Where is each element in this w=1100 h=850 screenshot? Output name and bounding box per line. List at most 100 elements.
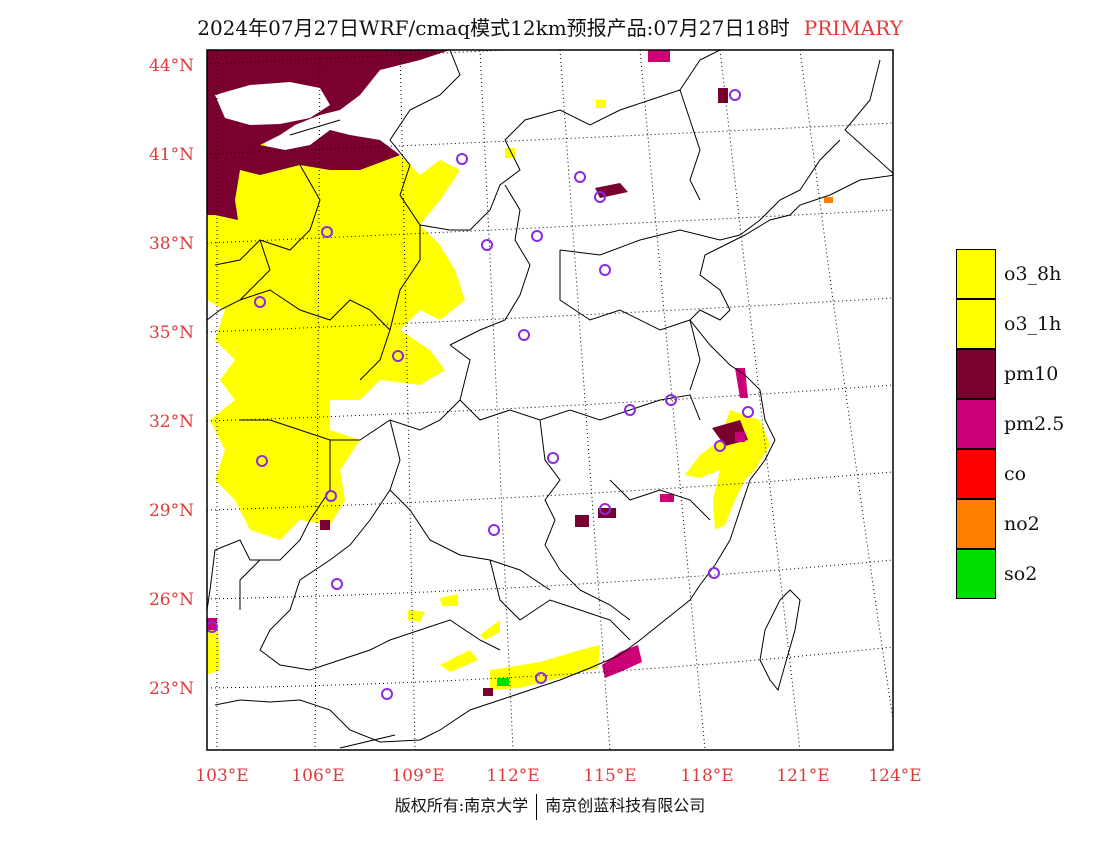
lat-label: 41°N: [148, 145, 194, 165]
legend-item-no2: no2: [956, 498, 1064, 549]
city-marker: [599, 503, 611, 515]
city-marker: [624, 404, 636, 416]
o3-area-south-3: [480, 620, 500, 640]
diagonal-line: [289, 119, 341, 136]
legend-label: no2: [1004, 513, 1040, 535]
city-marker: [488, 524, 500, 536]
lat-label: 44°N: [148, 56, 194, 76]
lon-label: 124°E: [868, 766, 922, 786]
city-marker: [518, 329, 530, 341]
city-marker: [381, 688, 393, 700]
lon-label: 121°E: [776, 766, 830, 786]
city-marker: [665, 394, 677, 406]
o3-area-south-4: [408, 610, 425, 622]
o3-area-east: [685, 410, 770, 530]
legend-swatch: [956, 498, 996, 549]
city-marker: [325, 490, 337, 502]
legend-label: o3_8h: [1004, 263, 1062, 285]
legend-swatch: [956, 298, 996, 349]
pm25-area-jiangsu: [735, 368, 748, 398]
legend-item-o3-1h: o3_1h: [956, 298, 1064, 349]
city-marker: [392, 350, 404, 362]
pm10-patch-3: [718, 88, 728, 103]
pm10-patch-4: [575, 515, 589, 527]
legend-label: pm10: [1004, 363, 1059, 385]
lon-label: 103°E: [195, 766, 249, 786]
map-frame: [206, 49, 894, 751]
legend-label: co: [1004, 463, 1027, 485]
legend-swatch: [956, 348, 996, 399]
pm10-hole: [215, 82, 330, 125]
legend-swatch: [956, 448, 996, 499]
pm25-area-guangdong: [602, 645, 642, 678]
legend-item-o3-8h: o3_8h: [956, 249, 1064, 299]
lat-label: 26°N: [148, 590, 194, 610]
pm25-patch-1: [648, 50, 670, 62]
copyright-left: 版权所有:南京大学: [394, 796, 529, 815]
footer-separator: [536, 793, 538, 820]
pm25-patch-4: [735, 432, 745, 442]
city-marker: [729, 89, 741, 101]
lon-label: 118°E: [680, 766, 734, 786]
taiwan-outline: [759, 589, 801, 692]
city-marker: [321, 226, 333, 238]
lon-label: 109°E: [391, 766, 445, 786]
legend: o3_8h o3_1h pm10 pm2.5 co no2 so2: [956, 249, 1064, 599]
city-marker: [714, 440, 726, 452]
legend-item-pm10: pm10: [956, 348, 1064, 399]
o3-patch-2: [505, 148, 515, 158]
city-marker: [742, 406, 754, 418]
so2-patch: [497, 678, 509, 686]
lat-label: 35°N: [148, 323, 194, 343]
pm10-patch-5: [320, 520, 330, 530]
o3-area-south-1: [490, 645, 600, 690]
city-marker: [574, 171, 586, 183]
legend-item-pm25: pm2.5: [956, 398, 1065, 449]
lat-label: 38°N: [148, 234, 194, 254]
province-borders: [207, 50, 841, 671]
boundaries: [207, 50, 893, 749]
legend-label: o3_1h: [1004, 313, 1062, 335]
city-marker: [207, 621, 218, 633]
map-title: 2024年07月27日WRF/cmaq模式12km预报产品:07月27日18时 P…: [0, 12, 1100, 41]
city-marker: [599, 264, 611, 276]
pm25-patch-3: [207, 618, 217, 630]
legend-item-co: co: [956, 448, 1064, 499]
city-marker: [535, 672, 547, 684]
lat-label: 23°N: [148, 679, 194, 699]
lat-label: 32°N: [148, 412, 194, 432]
city-marker: [481, 239, 493, 251]
o3-area-south-5: [440, 594, 458, 606]
lon-label: 112°E: [486, 766, 540, 786]
title-primary: PRIMARY: [803, 16, 903, 40]
title-main: 2024年07月27日WRF/cmaq模式12km预报产品:07月27日18时: [197, 16, 790, 40]
o3-area-west: [207, 100, 465, 540]
diagonal-line-2: [339, 734, 396, 749]
city-marker: [331, 578, 343, 590]
no2-patch: [824, 197, 833, 203]
city-marker: [708, 567, 720, 579]
copyright-footer: 版权所有:南京大学 南京创蓝科技有限公司: [0, 792, 1100, 820]
coastline: [214, 59, 893, 743]
legend-swatch: [956, 249, 996, 299]
lon-label: 115°E: [583, 766, 637, 786]
pollution-layer: [207, 50, 833, 696]
city-markers: [207, 89, 754, 700]
legend-swatch: [956, 398, 996, 449]
city-marker: [254, 296, 266, 308]
lat-label: 29°N: [148, 501, 194, 521]
o3-area-south-2: [440, 650, 478, 672]
city-marker: [594, 191, 606, 203]
city-marker: [531, 230, 543, 242]
legend-label: pm2.5: [1004, 413, 1065, 435]
city-marker: [547, 452, 559, 464]
city-marker: [456, 153, 468, 165]
lon-label: 106°E: [291, 766, 345, 786]
o3-area-north: [290, 240, 360, 320]
pm10-patch-2: [483, 688, 493, 696]
city-marker: [256, 455, 268, 467]
o3-patch-3: [596, 100, 606, 108]
legend-label: so2: [1004, 563, 1038, 585]
legend-item-so2: so2: [956, 548, 1064, 599]
